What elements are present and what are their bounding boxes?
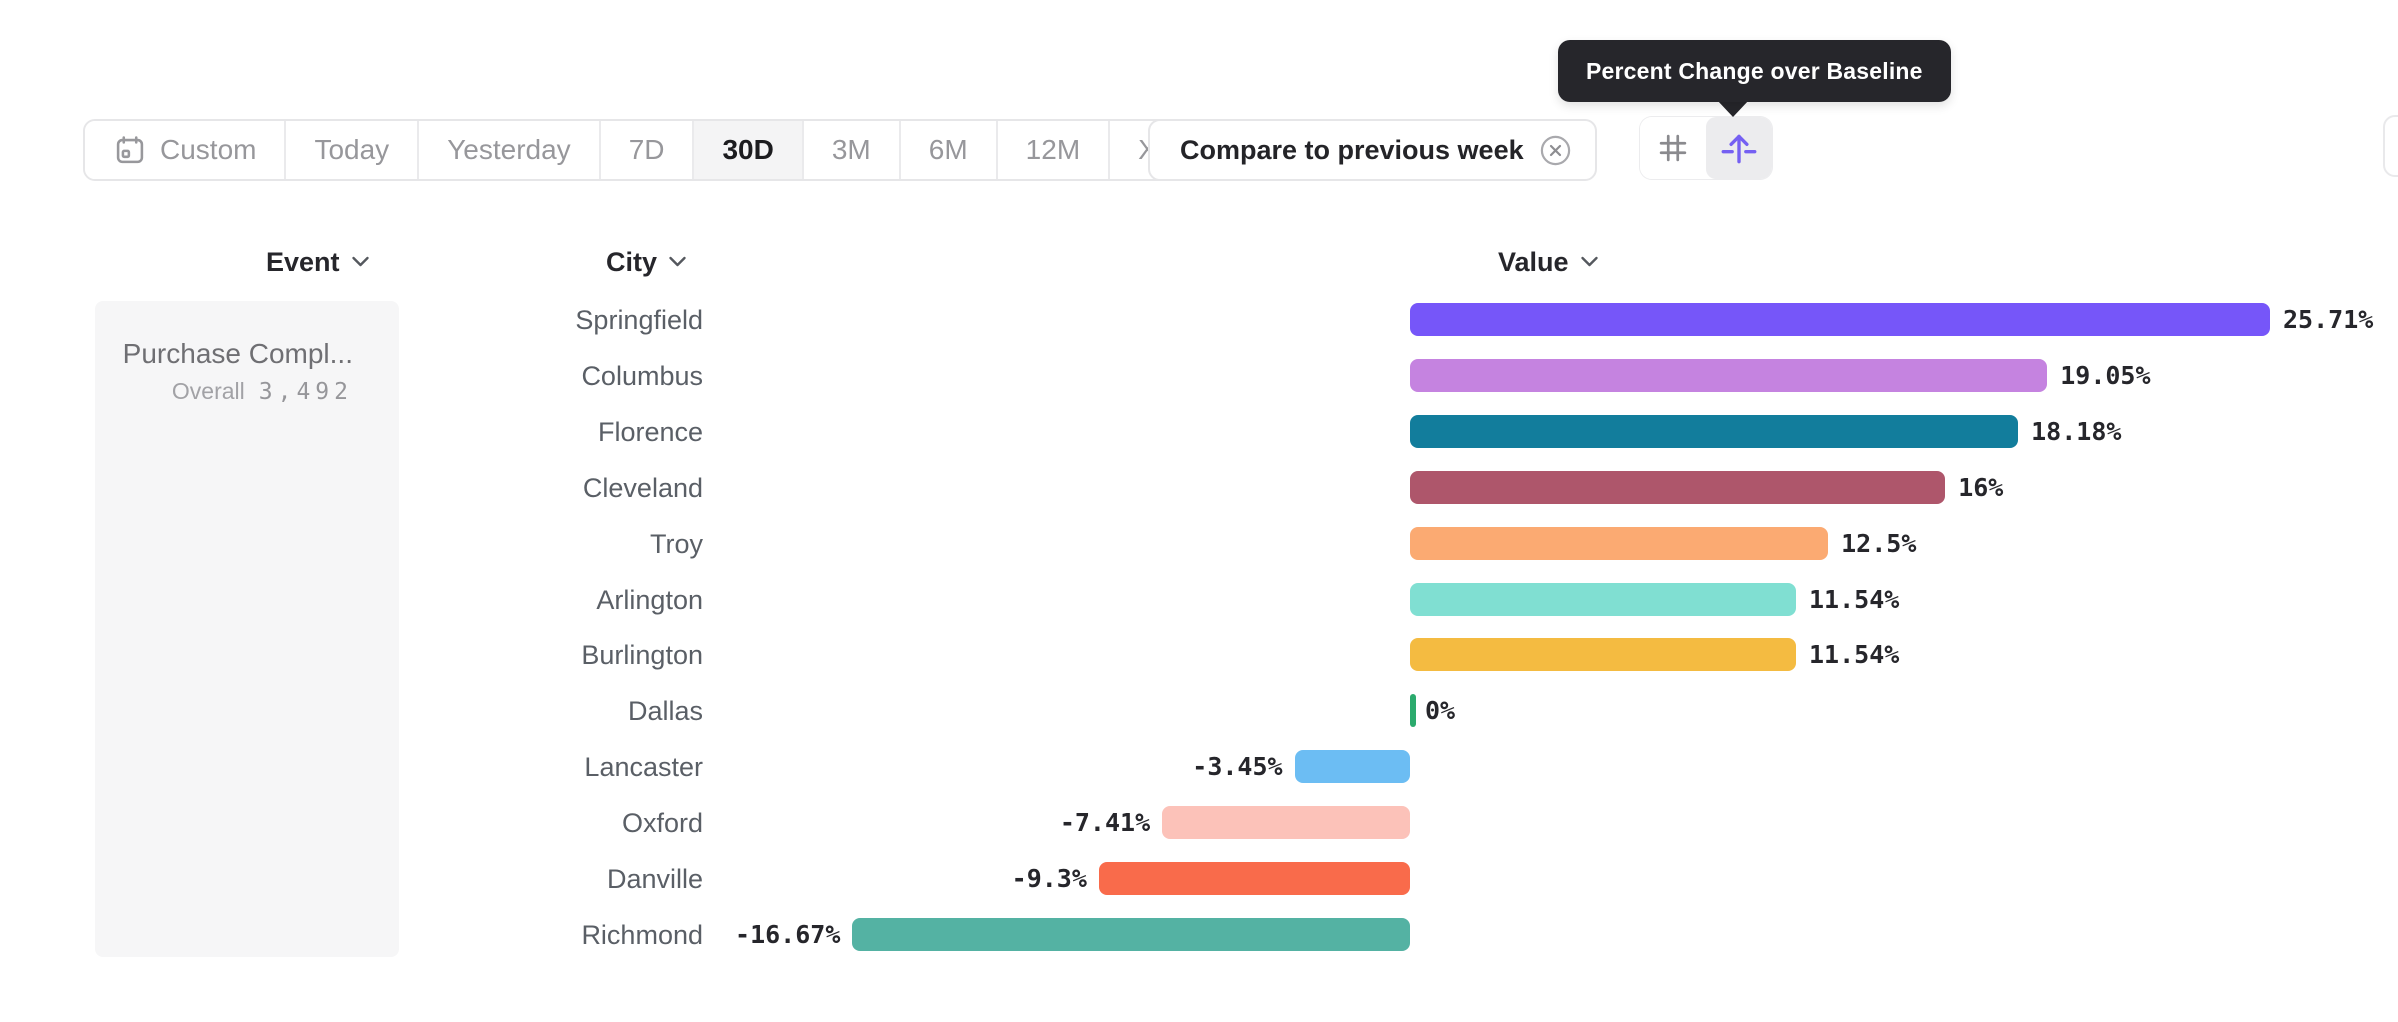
calendar-icon xyxy=(113,133,147,167)
city-label-burlington: Burlington xyxy=(581,640,703,671)
value-label-danville: -9.3% xyxy=(1011,864,1087,894)
value-label-richmond: -16.67% xyxy=(735,920,841,949)
city-label-florence: Florence xyxy=(597,416,703,447)
chevron-down-icon xyxy=(351,256,370,268)
column-header-value-label: Value xyxy=(1498,246,1569,277)
date-range-30d[interactable]: 30D xyxy=(694,121,804,179)
bar-burlington[interactable] xyxy=(1410,638,1796,672)
date-range-6m[interactable]: 6M xyxy=(900,121,998,179)
value-label-dallas: 0% xyxy=(1425,696,1456,726)
column-header-city[interactable]: City xyxy=(606,244,687,280)
bar-danville[interactable] xyxy=(1098,862,1410,896)
date-range-custom[interactable]: Custom xyxy=(85,121,287,179)
date-range-toolbar: CustomTodayYesterday7D30D3M6M12MXTD xyxy=(83,119,1257,181)
column-header-event[interactable]: Event xyxy=(266,244,370,280)
date-range-label: Yesterday xyxy=(447,134,571,165)
event-card[interactable]: Purchase Compl... Overall 3,492 xyxy=(95,301,399,957)
value-label-columbus: 19.05% xyxy=(2060,360,2151,390)
clipped-right-button[interactable] xyxy=(2383,115,2398,177)
city-label-oxford: Oxford xyxy=(621,808,703,839)
value-label-lancaster: -3.45% xyxy=(1192,752,1283,782)
bar-troy[interactable] xyxy=(1410,526,1829,560)
date-range-12m[interactable]: 12M xyxy=(997,121,1111,179)
value-label-arlington: 11.54% xyxy=(1809,584,1900,614)
city-label-springfield: Springfield xyxy=(575,305,703,335)
value-label-springfield: 25.71% xyxy=(2282,305,2374,334)
city-label-lancaster: Lancaster xyxy=(584,752,703,783)
date-range-label: 30D xyxy=(722,134,774,165)
city-label-dallas: Dallas xyxy=(627,696,703,727)
city-label-arlington: Arlington xyxy=(596,584,703,615)
view-toggle xyxy=(1640,117,1772,179)
bar-florence[interactable] xyxy=(1410,414,2019,448)
bar-cleveland[interactable] xyxy=(1410,470,1946,504)
column-header-value[interactable]: Value xyxy=(1498,244,1599,280)
compare-chip[interactable]: Compare to previous week xyxy=(1148,119,1597,181)
value-label-cleveland: 16% xyxy=(1958,472,2004,502)
date-range-label: 7D xyxy=(628,134,665,165)
column-header-event-label: Event xyxy=(266,246,340,277)
chevron-down-icon xyxy=(1580,256,1599,268)
event-overall-value: 3,492 xyxy=(258,379,353,405)
value-label-burlington: 11.54% xyxy=(1809,640,1900,670)
tooltip-caret xyxy=(1717,100,1749,117)
city-label-troy: Troy xyxy=(650,528,703,559)
tooltip-text: Percent Change over Baseline xyxy=(1586,57,1923,84)
date-range-label: Custom xyxy=(160,134,257,165)
city-label-columbus: Columbus xyxy=(581,360,703,391)
date-range-today[interactable]: Today xyxy=(286,121,420,179)
city-label-cleveland: Cleveland xyxy=(582,472,703,503)
bar-richmond[interactable] xyxy=(852,918,1410,951)
date-range-7d[interactable]: 7D xyxy=(600,121,695,179)
bar-dallas[interactable] xyxy=(1410,694,1416,728)
date-range-label: 6M xyxy=(928,134,968,165)
column-header-city-label: City xyxy=(606,246,658,277)
chevron-down-icon xyxy=(668,256,687,268)
bar-oxford[interactable] xyxy=(1162,806,1410,840)
date-range-label: 3M xyxy=(831,134,871,165)
event-overall-row: Overall 3,492 xyxy=(117,376,353,407)
hash-grid-icon[interactable] xyxy=(1640,117,1706,179)
date-range-label: 12M xyxy=(1025,134,1081,165)
date-range-label: Today xyxy=(314,134,390,165)
city-label-richmond: Richmond xyxy=(581,920,703,950)
value-label-oxford: -7.41% xyxy=(1059,808,1151,838)
close-circle-icon[interactable] xyxy=(1540,135,1571,166)
baseline-arrow-icon[interactable] xyxy=(1706,117,1772,179)
date-range-3m[interactable]: 3M xyxy=(803,121,901,179)
event-overall-label: Overall xyxy=(171,378,245,404)
city-label-danville: Danville xyxy=(606,864,703,895)
bar-springfield[interactable] xyxy=(1410,303,2270,336)
bar-lancaster[interactable] xyxy=(1294,750,1410,784)
bar-arlington[interactable] xyxy=(1410,582,1796,616)
compare-chip-label: Compare to previous week xyxy=(1180,134,1524,165)
date-range-yesterday[interactable]: Yesterday xyxy=(419,121,601,179)
value-label-florence: 18.18% xyxy=(2031,416,2122,446)
tooltip-percent-change: Percent Change over Baseline xyxy=(1558,40,1951,102)
event-name: Purchase Compl... xyxy=(122,338,353,369)
bar-columbus[interactable] xyxy=(1410,358,2048,392)
value-label-troy: 12.5% xyxy=(1841,528,1917,558)
